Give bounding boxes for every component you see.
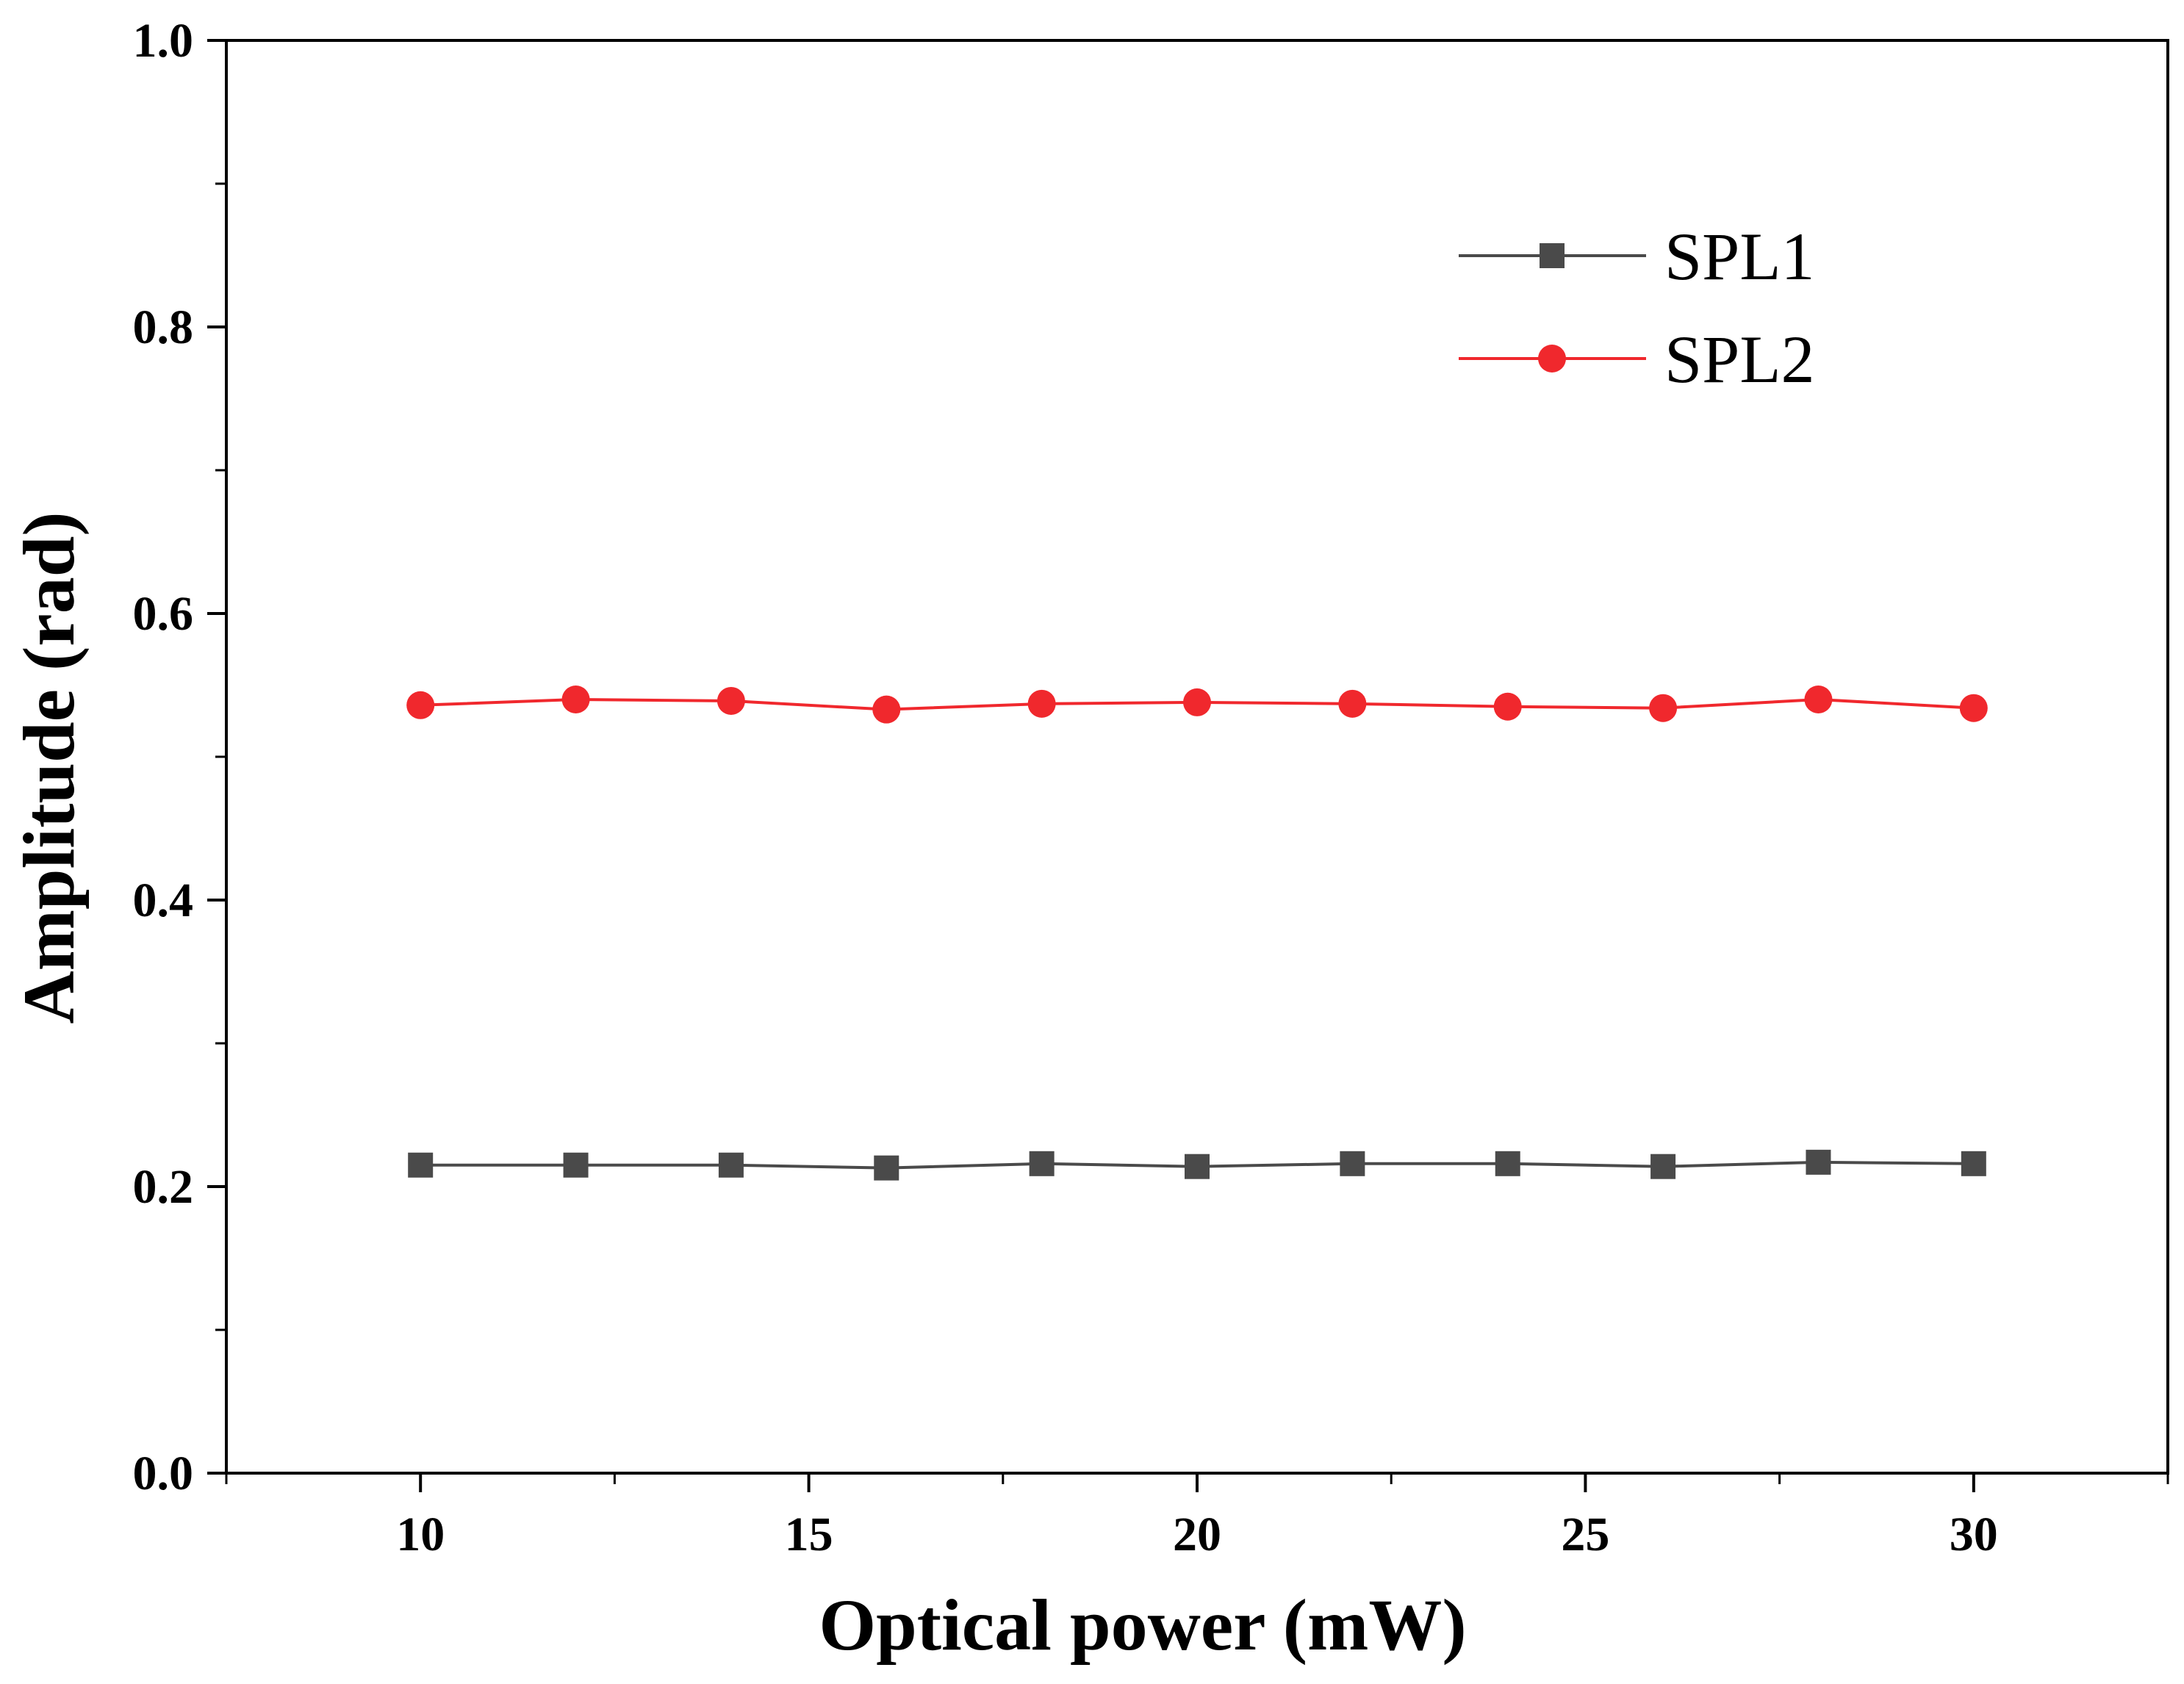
x-tick-label: 10 xyxy=(396,1508,445,1561)
x-tick-label: 30 xyxy=(1950,1508,1998,1561)
legend-label: SPL2 xyxy=(1664,322,1815,397)
data-point xyxy=(1650,1154,1676,1179)
y-axis: 0.0 0.2 0.4 0.6 0.8 1.0 xyxy=(133,14,226,1500)
data-point xyxy=(1649,694,1678,722)
series-spl1 xyxy=(408,1149,1986,1181)
data-point xyxy=(408,1152,434,1178)
x-axis-title: Optical power (mW) xyxy=(819,1584,1466,1666)
data-point xyxy=(1029,1151,1055,1176)
data-point xyxy=(872,695,901,724)
data-point xyxy=(716,686,745,715)
series-spl2 xyxy=(406,686,1988,724)
data-point xyxy=(406,691,435,719)
data-point xyxy=(1027,689,1056,718)
data-point xyxy=(874,1155,899,1181)
y-axis-title: Amplitude (rad) xyxy=(8,511,90,1023)
data-point xyxy=(1804,686,1833,713)
y-tick-label: 0.4 xyxy=(133,874,194,927)
legend-marker xyxy=(1540,243,1565,268)
data-point xyxy=(1338,689,1367,718)
data-point xyxy=(1806,1149,1831,1175)
plot-frame xyxy=(225,39,2169,1475)
data-point xyxy=(563,1152,589,1178)
x-axis: 10 15 20 25 30 xyxy=(225,1473,2169,1561)
data-point xyxy=(561,686,590,713)
legend-item-spl2: SPL2 xyxy=(1459,322,1815,397)
data-point xyxy=(1340,1151,1365,1176)
y-tick-label: 0.0 xyxy=(133,1447,194,1500)
legend-item-spl1: SPL1 xyxy=(1459,219,1815,294)
data-point xyxy=(1185,1154,1210,1179)
y-tick-label: 1.0 xyxy=(133,14,194,68)
y-tick-label: 0.2 xyxy=(133,1160,194,1214)
x-tick-label: 20 xyxy=(1173,1508,1221,1561)
data-point xyxy=(718,1152,744,1178)
data-point xyxy=(1959,694,1988,722)
data-point xyxy=(1961,1151,1986,1176)
x-tick-label: 15 xyxy=(785,1508,833,1561)
x-tick-label: 25 xyxy=(1561,1508,1609,1561)
data-point xyxy=(1495,1151,1520,1176)
legend-marker xyxy=(1538,345,1566,373)
y-tick-label: 0.6 xyxy=(133,587,194,641)
legend: SPL1 SPL2 xyxy=(1459,219,1815,397)
data-point xyxy=(1493,692,1522,721)
y-tick-label: 0.8 xyxy=(133,301,194,354)
data-point xyxy=(1183,688,1211,716)
series-layer xyxy=(406,686,1988,1181)
legend-label: SPL1 xyxy=(1664,219,1815,294)
plot-border xyxy=(225,39,2169,1475)
